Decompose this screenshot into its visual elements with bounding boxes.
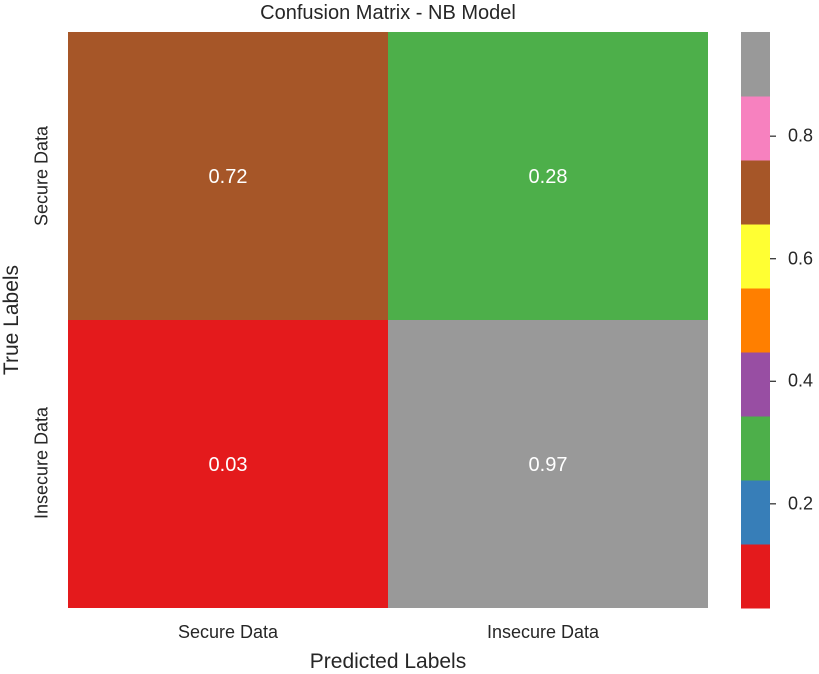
heatmap-cell — [388, 320, 708, 608]
colorbar-segment — [741, 544, 770, 609]
colorbar-ticks — [770, 135, 776, 505]
colorbar-segment — [741, 288, 770, 353]
cell-annotation: 0.72 — [209, 166, 248, 188]
colorbar-tick-label: 0.4 — [788, 370, 814, 391]
heatmap-annotations: 0.72 0.28 0.03 0.97 — [209, 166, 568, 476]
x-tick-label: Insecure Data — [486, 622, 600, 642]
colorbar-segment — [741, 480, 770, 545]
colorbar-segment — [741, 32, 770, 97]
y-tick-label: Secure Data — [31, 125, 52, 227]
colorbar-segment — [741, 416, 770, 481]
colorbar — [741, 32, 770, 609]
heatmap-cell — [388, 32, 708, 320]
heatmap-cells — [68, 32, 708, 608]
colorbar-segment — [741, 96, 770, 161]
colorbar-segment — [741, 224, 770, 289]
colorbar-tick-label: 0.8 — [788, 125, 814, 146]
colorbar-segment — [741, 352, 770, 417]
colorbar-tick-label: 0.6 — [788, 248, 814, 269]
x-axis-label: Predicted Labels — [309, 650, 467, 673]
chart-title: Confusion Matrix - NB Model — [260, 2, 516, 24]
y-axis-label: True Labels — [0, 264, 23, 376]
x-tick-label: Secure Data — [177, 622, 279, 642]
heatmap-cell — [68, 32, 388, 320]
y-tick-label: Insecure Data — [31, 406, 52, 520]
cell-annotation: 0.97 — [529, 454, 568, 476]
colorbar-tick-label: 0.2 — [788, 493, 814, 514]
cell-annotation: 0.03 — [209, 454, 248, 476]
colorbar-segment — [741, 160, 770, 225]
heatmap-cell — [68, 320, 388, 608]
cell-annotation: 0.28 — [529, 166, 568, 188]
